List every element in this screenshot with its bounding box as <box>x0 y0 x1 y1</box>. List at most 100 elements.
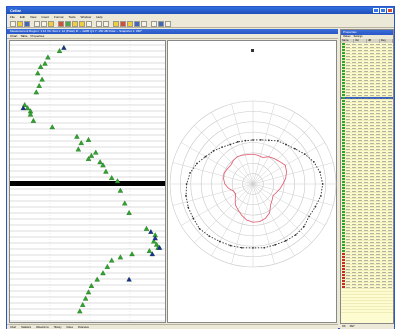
tab-chart[interactable]: Chart <box>10 34 18 38</box>
property-row[interactable] <box>341 184 393 187</box>
property-row[interactable] <box>341 244 393 247</box>
property-row[interactable] <box>341 100 393 103</box>
tab-bottom-statistics[interactable]: Statistics <box>21 326 32 329</box>
info-icon[interactable] <box>165 21 171 27</box>
green-marker[interactable] <box>94 276 100 282</box>
print-icon[interactable] <box>141 21 147 27</box>
property-row[interactable] <box>341 292 393 295</box>
tab-table[interactable]: Table <box>20 34 28 38</box>
property-row[interactable] <box>341 46 393 49</box>
property-row[interactable] <box>341 139 393 142</box>
green-marker[interactable] <box>82 295 89 301</box>
property-row[interactable] <box>341 112 393 115</box>
help-icon[interactable] <box>158 21 164 27</box>
cut-icon[interactable] <box>34 21 40 27</box>
title-bar[interactable]: Cellar <box>7 7 394 14</box>
blue-marker[interactable] <box>148 228 154 234</box>
zoom-icon[interactable] <box>86 21 92 27</box>
green-marker[interactable] <box>36 82 42 88</box>
blue-marker[interactable] <box>156 244 163 250</box>
green-marker[interactable] <box>108 257 115 263</box>
property-row[interactable] <box>341 109 393 112</box>
minimize-icon[interactable] <box>373 8 379 13</box>
property-row[interactable] <box>341 76 393 79</box>
property-row[interactable] <box>341 250 393 253</box>
property-row[interactable] <box>341 274 393 277</box>
marker-icon[interactable] <box>72 21 78 27</box>
green-marker[interactable] <box>103 168 109 174</box>
property-row[interactable] <box>341 43 393 46</box>
green-marker[interactable] <box>49 124 56 130</box>
green-marker[interactable] <box>39 76 45 82</box>
green-marker[interactable] <box>85 289 92 295</box>
green-marker[interactable] <box>34 70 41 76</box>
tab-bottom-notes[interactable]: Notes <box>66 326 74 329</box>
property-row[interactable] <box>341 52 393 55</box>
menu-file[interactable]: File <box>10 15 15 19</box>
column-db[interactable]: dB <box>367 39 380 43</box>
green-marker[interactable] <box>117 187 124 193</box>
green-marker[interactable] <box>150 238 157 244</box>
property-row[interactable] <box>341 265 393 268</box>
menu-window[interactable]: Window <box>80 15 92 19</box>
property-row[interactable] <box>341 199 393 202</box>
menu-tools[interactable]: Tools <box>68 15 76 19</box>
property-row[interactable] <box>341 238 393 241</box>
green-marker[interactable] <box>85 155 92 161</box>
strip-chart-panel[interactable] <box>9 40 166 323</box>
property-row[interactable] <box>341 283 393 286</box>
column-val[interactable]: Val <box>354 39 367 43</box>
selected-row-band[interactable] <box>10 181 166 186</box>
property-row[interactable] <box>341 226 393 229</box>
property-row[interactable] <box>341 169 393 172</box>
property-row[interactable] <box>341 235 393 238</box>
green-marker[interactable] <box>37 63 44 69</box>
property-row[interactable] <box>341 190 393 193</box>
grid-icon[interactable] <box>127 21 133 27</box>
property-row[interactable] <box>341 220 393 223</box>
property-row[interactable] <box>341 181 393 184</box>
green-marker[interactable] <box>88 282 95 288</box>
green-marker[interactable] <box>85 136 92 142</box>
blue-marker[interactable] <box>152 235 158 241</box>
green-marker[interactable] <box>114 178 121 184</box>
green-marker[interactable] <box>117 254 124 260</box>
property-row[interactable] <box>341 178 393 181</box>
property-row[interactable] <box>341 223 393 226</box>
green-marker[interactable] <box>129 251 135 257</box>
property-row[interactable] <box>341 241 393 244</box>
property-row[interactable] <box>341 163 393 166</box>
green-marker[interactable] <box>100 162 106 168</box>
menu-help[interactable]: Help <box>96 15 103 19</box>
property-row[interactable] <box>341 298 393 301</box>
property-row[interactable] <box>341 271 393 274</box>
property-row[interactable] <box>341 193 393 196</box>
property-row[interactable] <box>341 58 393 61</box>
export-icon[interactable] <box>134 21 140 27</box>
green-marker[interactable] <box>42 60 48 66</box>
property-row[interactable] <box>341 49 393 52</box>
property-row[interactable] <box>341 106 393 109</box>
run-icon[interactable] <box>65 21 71 27</box>
close-icon[interactable] <box>387 8 393 13</box>
open-icon[interactable] <box>17 21 23 27</box>
green-marker[interactable] <box>56 48 63 53</box>
property-row[interactable] <box>341 103 393 106</box>
property-row[interactable] <box>341 202 393 205</box>
property-row[interactable] <box>341 94 393 97</box>
menu-edit[interactable]: Edit <box>19 15 26 19</box>
property-row[interactable] <box>341 124 393 127</box>
property-row[interactable] <box>341 268 393 271</box>
property-row[interactable] <box>341 205 393 208</box>
property-row[interactable] <box>341 130 393 133</box>
property-row[interactable] <box>341 151 393 154</box>
undo-icon[interactable] <box>96 21 102 27</box>
tab-bottom-waveforms[interactable]: Waveforms <box>36 326 49 329</box>
redo-icon[interactable] <box>103 21 109 27</box>
property-row[interactable] <box>341 295 393 298</box>
blue-marker[interactable] <box>126 276 132 282</box>
property-row[interactable] <box>341 304 393 307</box>
green-marker[interactable] <box>75 146 82 152</box>
property-row[interactable] <box>341 280 393 283</box>
property-row[interactable] <box>341 172 393 175</box>
